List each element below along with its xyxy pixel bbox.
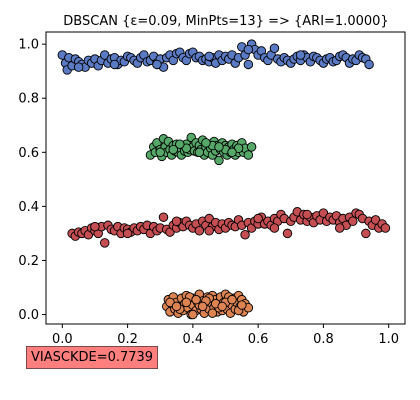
data-point	[152, 59, 162, 70]
data-point	[364, 59, 374, 70]
data-point	[73, 62, 84, 72]
viasckde-annotation: VIASCKDE=0.7739	[26, 346, 159, 369]
chart-title: DBSCAN {ε=0.09, MinPts=13} => {ARI=1.000…	[63, 14, 388, 29]
data-point	[155, 147, 165, 158]
data-point	[243, 44, 254, 55]
data-point	[158, 212, 169, 222]
data-point	[361, 228, 371, 239]
points-layer	[57, 39, 391, 320]
data-point	[282, 228, 293, 239]
data-point	[188, 309, 198, 320]
data-point	[201, 138, 211, 148]
data-point	[168, 144, 179, 155]
y-tick-label: 0.8	[18, 92, 39, 107]
data-point	[197, 301, 208, 312]
data-point	[99, 238, 110, 248]
y-tick-label: 1.0	[18, 38, 39, 53]
data-point	[237, 300, 247, 310]
data-point	[380, 223, 391, 233]
data-point	[334, 223, 345, 233]
data-point	[175, 139, 185, 149]
cluster-3	[67, 207, 391, 248]
data-point	[243, 59, 254, 70]
y-tick-label: 0.2	[18, 254, 39, 269]
data-point	[194, 147, 205, 158]
x-tick-label: 0.8	[313, 332, 334, 347]
data-point	[90, 221, 100, 232]
data-point	[217, 301, 227, 312]
cluster-1	[57, 39, 374, 75]
data-point	[295, 50, 306, 60]
data-point	[269, 43, 280, 53]
y-tick-label: 0.4	[18, 200, 39, 215]
data-point	[214, 155, 224, 166]
data-point	[302, 209, 312, 220]
x-tick-label: 0.6	[248, 332, 269, 347]
data-point	[227, 147, 237, 158]
data-point	[227, 294, 237, 305]
data-point	[348, 216, 358, 227]
cluster-2	[145, 132, 257, 166]
data-point	[109, 59, 120, 70]
data-point	[207, 308, 218, 318]
data-point	[171, 301, 182, 312]
data-point	[194, 225, 205, 236]
data-point	[269, 223, 280, 233]
x-tick-label: 1.0	[378, 332, 399, 347]
data-point	[214, 142, 224, 152]
data-point	[243, 150, 254, 160]
data-point	[253, 213, 263, 224]
ticks-layer: 0.0 0.2 0.4 0.6 0.8 1.0 0.0 0.2 0.4 0.6 0.8 1.0	[18, 38, 399, 347]
x-tick-label: 0.4	[183, 332, 204, 347]
data-point	[204, 225, 214, 236]
data-point	[171, 216, 182, 227]
data-point	[246, 142, 257, 152]
plot-frame	[45, 31, 406, 325]
cluster-4	[161, 289, 254, 320]
y-tick-label: 0.0	[18, 308, 39, 323]
data-point	[240, 230, 250, 240]
y-tick-label: 0.6	[18, 146, 39, 161]
x-tick-label: 0.0	[52, 332, 73, 347]
data-point	[181, 297, 192, 308]
data-point	[204, 51, 214, 62]
data-point	[122, 228, 133, 239]
data-point	[191, 294, 201, 305]
x-tick-label: 0.2	[117, 332, 138, 347]
